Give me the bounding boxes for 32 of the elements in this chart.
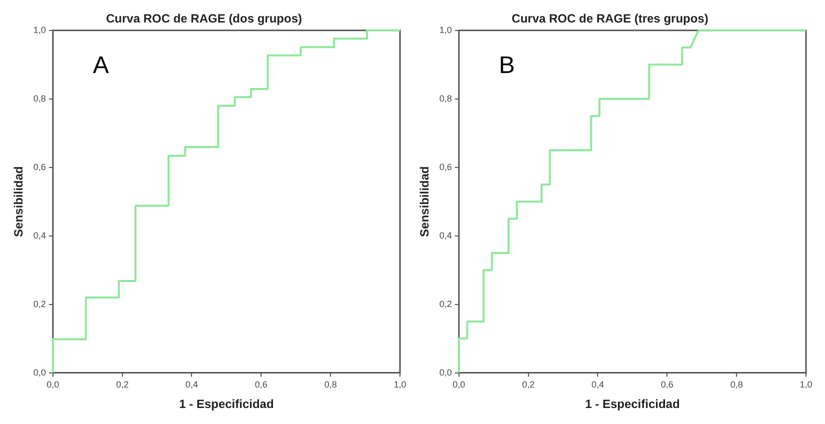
y-tick-label: 0,4 — [33, 230, 46, 240]
chart-title: Curva ROC de RAGE (dos grupos) — [106, 12, 302, 26]
x-tick-label: 0,0 — [452, 380, 466, 390]
x-tick-label: 0,6 — [660, 380, 674, 390]
y-tick-label: 0,0 — [439, 367, 452, 378]
y-tick-label: 0,4 — [439, 230, 452, 240]
y-axis-title: Sensibilidad — [418, 166, 432, 237]
y-tick-label: 0,6 — [439, 162, 452, 172]
x-tick-label: 0,4 — [591, 380, 604, 390]
x-tick-label: 0,2 — [116, 380, 129, 390]
x-tick-label: 0,2 — [522, 380, 535, 390]
chart-title: Curva ROC de RAGE (tres grupos) — [512, 12, 708, 26]
y-tick-label: 0,8 — [33, 93, 46, 104]
x-tick-label: 1,0 — [800, 380, 812, 390]
x-tick-label: 0,6 — [254, 380, 268, 390]
y-tick-label: 1,0 — [33, 24, 46, 35]
y-tick-label: 0,8 — [439, 93, 452, 104]
y-axis-title: Sensibilidad — [12, 166, 26, 237]
x-tick-label: 1,0 — [394, 380, 406, 390]
annotation: B — [498, 52, 515, 80]
annotation: A — [92, 52, 109, 80]
x-axis-title: 1 - Especificidad — [179, 397, 274, 412]
x-tick-label: 0,8 — [730, 380, 743, 390]
y-tick-label: 0,2 — [439, 298, 452, 309]
x-tick-label: 0,0 — [46, 380, 60, 390]
x-axis-title: 1 - Especificidad — [585, 397, 680, 412]
x-tick-label: 0,8 — [324, 380, 337, 390]
y-tick-label: 0,0 — [33, 367, 46, 378]
y-tick-label: 1,0 — [439, 24, 452, 35]
x-tick-label: 0,4 — [185, 380, 198, 390]
y-tick-label: 0,2 — [33, 298, 46, 309]
y-tick-label: 0,6 — [33, 162, 46, 172]
